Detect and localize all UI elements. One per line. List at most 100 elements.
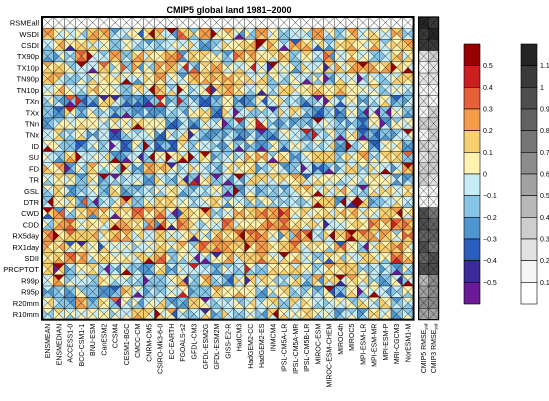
heatmap-cell [176,195,183,208]
heatmap-cell [390,296,397,309]
row-label: TNx [25,131,39,140]
row-label: DTR [24,198,40,207]
heatmap-cell [233,139,240,152]
heatmap-cell [255,61,262,74]
heatmap-cell [323,139,330,152]
heatmap-cell [131,16,138,29]
heatmap-cell [176,50,183,63]
heatmap-cell [244,308,251,321]
heatmap-cell [109,16,116,29]
heatmap-cell [199,184,206,197]
heatmap-cell [345,296,352,309]
heatmap-cell [334,27,341,40]
column-label: IPSL-CM5A-MR [293,324,300,374]
heatmap-cell [199,173,206,186]
heatmap-cell [154,139,161,152]
heatmap-cell [289,184,296,197]
heatmap-cell [345,274,352,287]
heatmap-cell [109,72,116,85]
column-label: MRI-CGCM3 [394,324,401,365]
heatmap-cell [312,229,319,242]
heatmap-cell [210,83,217,96]
heatmap-cell [244,296,251,309]
heatmap-cell [255,95,262,108]
heatmap-cell [278,296,285,309]
heatmap-cell [368,184,375,197]
heatmap-cell [188,229,195,242]
colorbar-swatch [520,108,538,131]
heatmap-cell [75,251,82,265]
heatmap-cell [109,128,116,141]
heatmap-cell [199,50,206,63]
heatmap-cell [131,240,138,253]
heatmap-cell [109,95,116,108]
heatmap-cell [176,151,183,164]
heatmap-cell [345,106,352,119]
row-label: RX1day [12,243,39,252]
heatmap-cell [278,274,285,287]
heatmap-cell [300,128,307,141]
heatmap-cell [165,263,172,276]
heatmap-cell [312,195,319,208]
column-label: MIROC5 [349,324,356,351]
column-label: IPSL-CM5B-LR [304,324,311,372]
heatmap-cell [75,27,82,40]
heatmap-cell [154,95,161,108]
heatmap-cell [188,173,195,186]
column-label: MIROC-ESM-CHEM [327,324,334,388]
heatmap-cell [143,274,150,287]
heatmap-cell [188,117,195,130]
heatmap-cell [368,308,375,321]
heatmap-cell [402,263,409,276]
heatmap-cell [267,151,274,164]
heatmap-cell [267,308,274,321]
heatmap-cell [402,218,409,231]
heatmap-cell [244,61,251,74]
heatmap-cell [210,95,217,108]
heatmap-cell [64,173,71,186]
heatmap-cell [278,106,285,119]
heatmap-cell [176,95,183,108]
heatmap-cell [98,50,105,63]
heatmap-cell [165,106,172,119]
heatmap-cell [300,195,307,208]
heatmap-cell [64,285,71,298]
heatmap-cell [154,16,161,29]
heatmap-cell [210,229,217,242]
heatmap-cell [312,207,319,220]
heatmap-cell [312,173,319,186]
heatmap-cell [98,162,105,175]
heatmap-cell [221,184,229,197]
heatmap-cell [120,95,127,108]
heatmap-cell [402,251,409,265]
heatmap-cell [289,285,296,298]
heatmap-cell [221,195,229,208]
heatmap-cell [165,296,172,309]
heatmap-cell [289,95,296,108]
heatmap-cell [75,285,82,298]
heatmap-cell [143,72,150,85]
heatmap-cell [199,308,206,321]
column-label: CESM1-BGC [124,324,131,366]
heatmap-cell [120,218,127,231]
heatmap-cell [390,95,397,108]
row-label: TXn [25,97,39,106]
heatmap-cell [323,106,330,119]
heatmap-cell [379,95,386,108]
heatmap-cell [300,184,307,197]
heatmap-cell [334,207,341,220]
heatmap-cell [165,251,172,265]
heatmap-cell [334,95,341,108]
heatmap-cell [390,50,397,63]
heatmap-cell [368,240,375,253]
heatmap-cell [278,173,285,186]
heatmap-cell [131,263,138,276]
heatmap-cell [221,128,229,141]
heatmap-cell [165,173,172,186]
heatmap-cell [64,16,71,29]
heatmap-cell [64,106,71,119]
heatmap-cell [86,207,93,220]
heatmap-cell [345,61,352,74]
heatmap-cell [323,27,330,40]
heatmap-cell [255,128,262,141]
